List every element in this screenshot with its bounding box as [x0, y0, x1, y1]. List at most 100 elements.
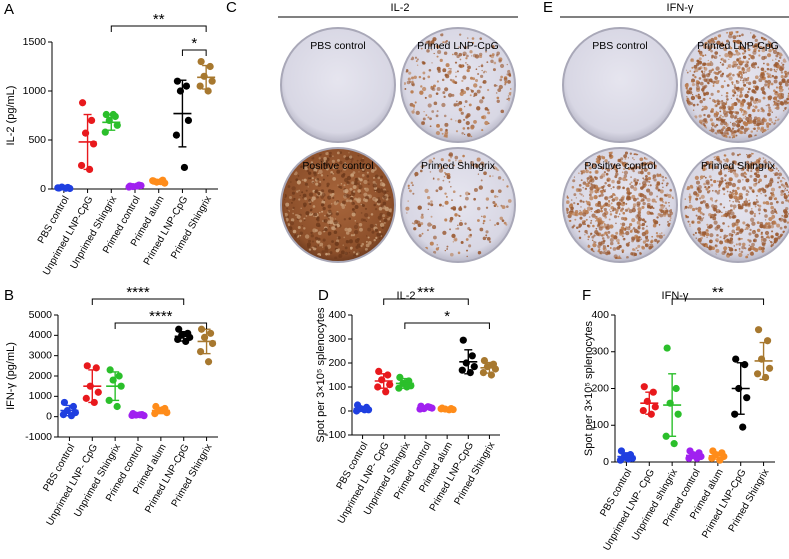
spot [759, 213, 761, 215]
spot [786, 189, 788, 191]
spot [722, 188, 724, 190]
spot [764, 175, 767, 178]
spot [690, 58, 694, 62]
spot [466, 87, 470, 91]
spot [712, 68, 715, 71]
spot [463, 119, 465, 121]
spot [747, 95, 748, 96]
spot [740, 126, 744, 130]
spot [461, 241, 464, 244]
spot [696, 215, 698, 217]
spot [762, 76, 764, 78]
spot [623, 202, 625, 204]
spot [726, 92, 729, 95]
spot [470, 234, 472, 236]
spot [490, 60, 493, 63]
spot [439, 186, 443, 190]
spot [423, 62, 426, 65]
spot [321, 174, 323, 176]
spot [474, 188, 478, 192]
spot [314, 213, 317, 216]
spot [704, 106, 708, 110]
spot [709, 224, 713, 228]
spot [719, 180, 722, 183]
spot [355, 205, 359, 209]
data-point [469, 352, 476, 359]
spot [469, 103, 472, 106]
spot [623, 238, 626, 241]
spot [336, 212, 339, 215]
spot [376, 230, 377, 231]
spot [703, 217, 705, 219]
spot [740, 91, 742, 93]
spot [633, 178, 636, 181]
spot [473, 120, 477, 124]
spot [361, 218, 364, 221]
spot [755, 98, 758, 101]
spot [597, 219, 601, 223]
spot [659, 235, 663, 239]
spot [736, 81, 740, 85]
spot [781, 93, 785, 97]
spot [353, 251, 355, 253]
spot [642, 177, 644, 179]
data-point [755, 326, 762, 333]
spot [311, 247, 313, 249]
spot [654, 220, 658, 224]
spot [699, 100, 703, 104]
spot [594, 176, 596, 178]
y-tick-label: 200 [591, 382, 609, 394]
spot [691, 96, 695, 100]
spot [730, 114, 734, 118]
spot [724, 174, 727, 177]
spot [703, 87, 705, 89]
data-point [386, 381, 393, 388]
spot [700, 82, 704, 86]
spot [651, 236, 653, 238]
spot [311, 213, 312, 214]
spot [685, 198, 686, 199]
spot [725, 61, 726, 62]
spot [293, 207, 295, 209]
spot [432, 225, 436, 229]
spot [768, 106, 771, 109]
spot [334, 230, 338, 234]
spot [721, 95, 722, 96]
spot [637, 179, 639, 181]
spot [732, 123, 733, 124]
well-label: Primed Shingrix [421, 160, 496, 172]
spot [783, 110, 784, 111]
spot [727, 235, 729, 237]
spot [338, 248, 340, 250]
spot [312, 240, 314, 242]
spot [703, 183, 706, 186]
spot [728, 65, 730, 67]
spot [740, 76, 743, 79]
spot [448, 93, 452, 97]
spot [289, 196, 292, 199]
spot [715, 244, 718, 247]
spot [715, 249, 719, 253]
spot [742, 179, 743, 180]
spot [648, 240, 649, 241]
spot [630, 153, 632, 155]
spot [572, 179, 575, 182]
spot [738, 60, 742, 64]
spot [473, 54, 477, 58]
spot [689, 224, 690, 225]
spot [721, 100, 723, 102]
spot [442, 231, 446, 235]
spot [723, 193, 725, 195]
spot [610, 211, 611, 212]
spot [746, 68, 750, 72]
data-point [743, 394, 750, 401]
spot [615, 222, 617, 224]
spot [431, 86, 433, 88]
spot [625, 152, 628, 155]
spot [427, 116, 429, 118]
spot [696, 63, 699, 66]
spot [436, 115, 439, 118]
spot [507, 80, 511, 84]
spot [749, 244, 750, 245]
spot [784, 226, 787, 229]
